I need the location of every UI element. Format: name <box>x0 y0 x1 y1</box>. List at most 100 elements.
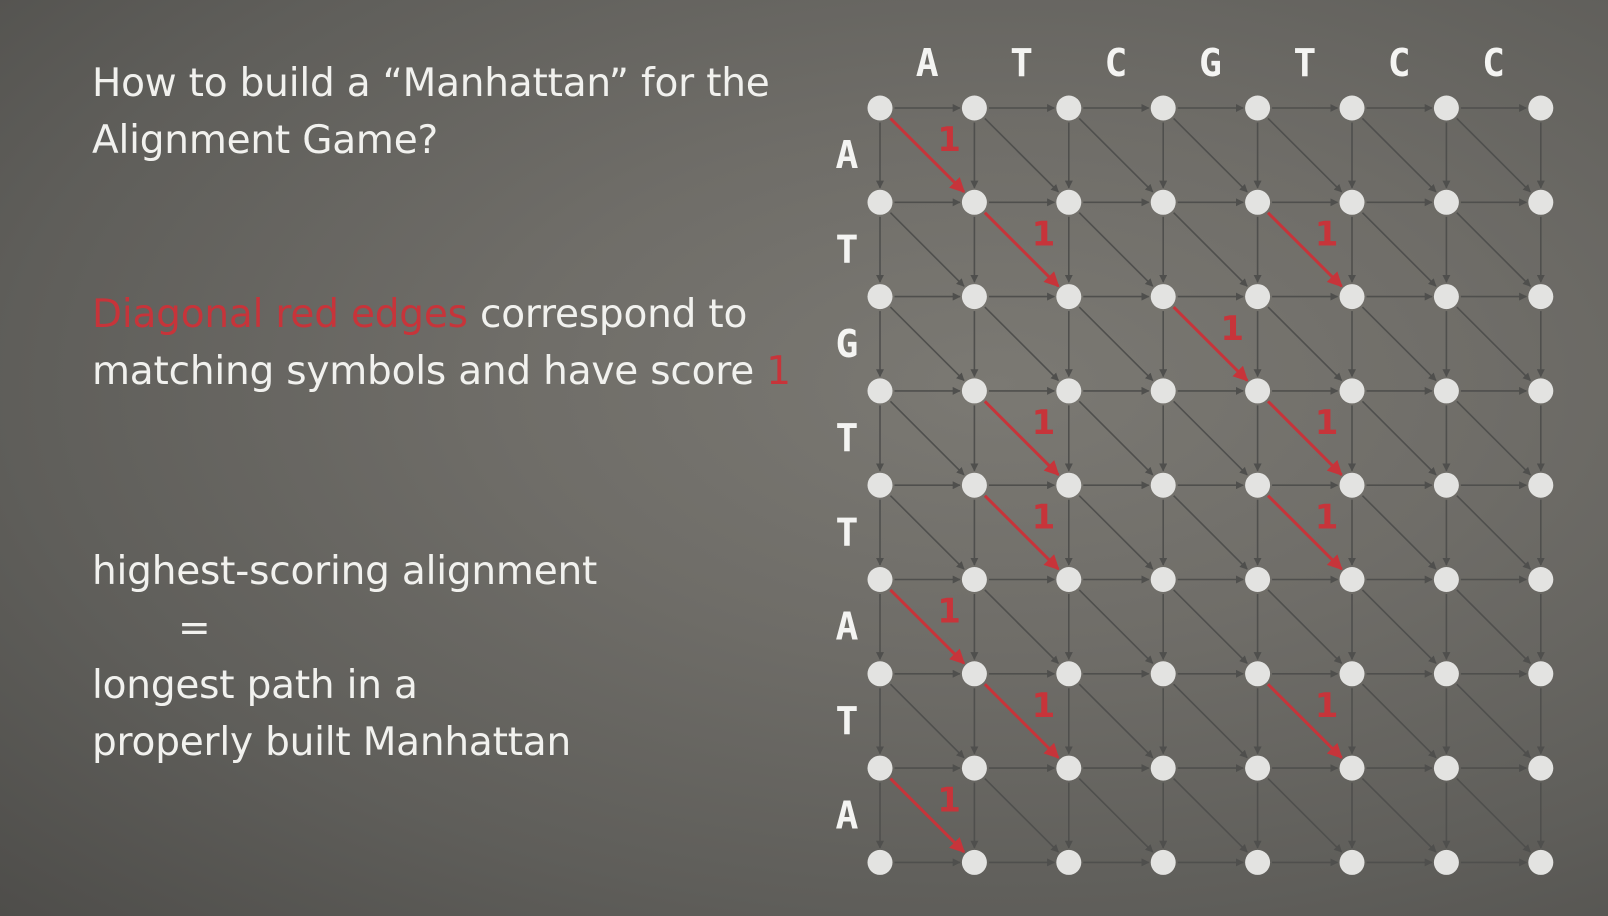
grid-node <box>1433 661 1459 687</box>
grid-node <box>1245 849 1271 875</box>
match-edge <box>983 683 1060 759</box>
match-edge <box>1266 494 1343 571</box>
grid-node <box>867 189 893 215</box>
statement-line-1: Diagonal red edges correspond to <box>92 286 791 343</box>
diagonal-edge <box>1456 683 1531 759</box>
top-sequence-letter: A <box>916 41 939 85</box>
grid-node <box>1433 378 1459 404</box>
top-sequence-letter: C <box>1482 41 1505 85</box>
grid-node <box>867 378 893 404</box>
conclusion-line-3: properly built Manhattan <box>92 720 572 765</box>
diagonal-edge <box>1078 212 1154 287</box>
grid-node <box>1528 849 1554 875</box>
match-edge <box>983 400 1060 476</box>
diagonal-edge <box>1361 777 1437 853</box>
grid-node <box>1056 755 1082 781</box>
conclusion-line-1: highest-scoring alignment <box>92 549 598 594</box>
diagonal-edge <box>1456 777 1531 853</box>
grid-node <box>1339 472 1365 498</box>
grid-node <box>1150 755 1176 781</box>
diagonal-edge <box>1173 777 1248 853</box>
diagonal-edge <box>1078 117 1154 193</box>
grid-node <box>961 849 987 875</box>
grid-node <box>867 661 893 687</box>
statement-line-1-rest: correspond to <box>467 292 748 337</box>
grid-node <box>1245 378 1271 404</box>
grid-node <box>1528 661 1554 687</box>
diagonal-edge <box>1173 400 1248 476</box>
grid-node <box>1433 755 1459 781</box>
grid-node <box>1339 284 1365 310</box>
match-score-label: 1 <box>1315 497 1339 537</box>
grid-node <box>1150 378 1176 404</box>
diagonal-edge <box>1173 495 1248 570</box>
top-sequence-letter: T <box>1293 41 1316 85</box>
grid-node <box>867 95 893 121</box>
grid-node <box>1056 849 1082 875</box>
top-sequence-letter: C <box>1105 41 1128 85</box>
match-edge <box>1266 211 1343 288</box>
title-line-2: Alignment Game? <box>92 118 439 163</box>
diagonal-edge <box>984 117 1059 193</box>
match-score-label: 1 <box>1032 686 1056 726</box>
left-sequence-letter: A <box>836 605 859 649</box>
grid-node <box>867 755 893 781</box>
grid-node <box>1528 755 1554 781</box>
sequence-labels: A T C G T C C A T G T T A T A <box>836 41 1505 837</box>
diagonal-edge <box>889 400 965 476</box>
match-edges: 1 1 1 1 1 1 1 1 1 1 1 1 <box>889 117 1343 854</box>
left-sequence-letter: A <box>836 793 859 837</box>
grid-node <box>1245 95 1271 121</box>
grid-node <box>1339 755 1365 781</box>
diagonal-edge <box>1078 589 1154 664</box>
match-score-label: 1 <box>937 120 961 160</box>
grid-node <box>961 567 987 592</box>
grid-node <box>1528 95 1554 121</box>
left-sequence-letter: A <box>836 133 859 177</box>
conclusion-equals: = <box>178 606 211 651</box>
match-score-label: 1 <box>1032 497 1056 537</box>
grid-node <box>867 567 893 592</box>
grid-node <box>1056 567 1082 592</box>
match-score-label: 1 <box>1220 309 1244 349</box>
top-sequence-letter: C <box>1388 41 1411 85</box>
grid-node <box>867 849 893 875</box>
grid-node <box>961 189 987 215</box>
grid-node <box>961 95 987 121</box>
match-score-label: 1 <box>1032 403 1056 443</box>
diagonal-edge <box>1267 589 1343 664</box>
grid-node <box>961 472 987 498</box>
grid-node <box>961 378 987 404</box>
slide-title: How to build a “Manhattan” for the Align… <box>92 55 770 169</box>
left-sequence-letter: T <box>836 699 859 743</box>
grid-node <box>1339 378 1365 404</box>
match-score-label: 1 <box>937 592 961 632</box>
grid-node <box>1245 755 1271 781</box>
grid-node <box>1528 472 1554 498</box>
left-sequence-letter: T <box>836 416 859 460</box>
diagonal-edge <box>1361 117 1437 193</box>
diagonal-edge <box>1361 400 1437 476</box>
grid-node <box>1433 189 1459 215</box>
match-edge <box>983 494 1060 571</box>
statement-score-value: 1 <box>766 349 791 394</box>
match-score-label: 1 <box>1315 403 1339 443</box>
diagonal-edge <box>889 683 965 759</box>
grid-node <box>1528 284 1554 310</box>
grid-node <box>1339 661 1365 687</box>
grid-node <box>1245 472 1271 498</box>
statement-text: Diagonal red edges correspond to matchin… <box>92 286 791 400</box>
diagonal-edge <box>1078 400 1154 476</box>
diagonal-edge <box>1173 589 1248 664</box>
conclusion-text: highest-scoring alignment = longest path… <box>92 543 597 771</box>
left-sequence-letter: T <box>836 227 859 271</box>
diagonal-edge <box>889 212 965 287</box>
match-edge <box>889 117 966 193</box>
match-edge <box>1172 305 1249 382</box>
diagonal-edge <box>1078 495 1154 570</box>
grid-node <box>961 755 987 781</box>
diagonal-edge <box>1456 212 1531 287</box>
diagonal-edge <box>1267 306 1343 382</box>
match-edge <box>889 777 966 854</box>
grid-node <box>1056 661 1082 687</box>
